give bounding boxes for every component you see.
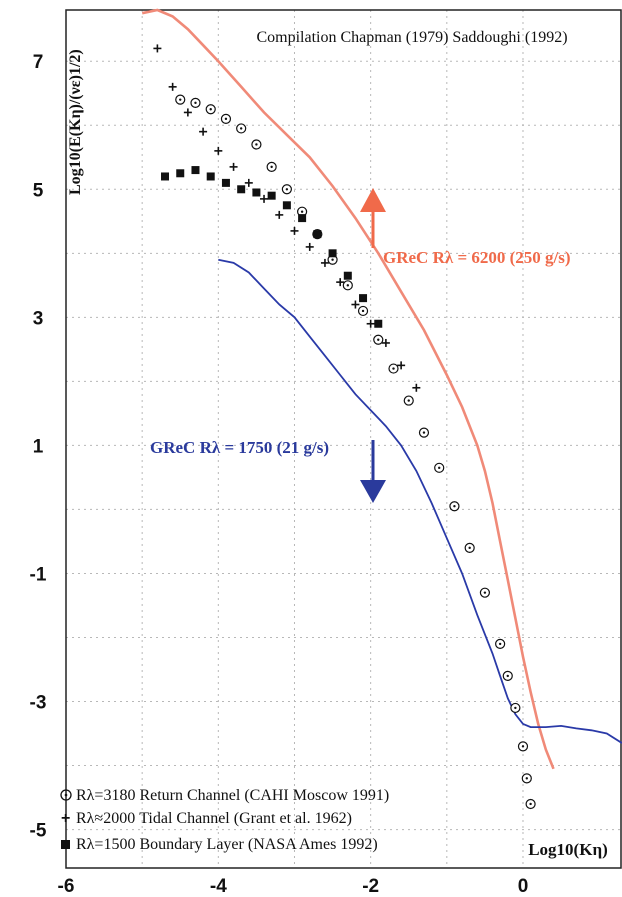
- marker-boundary-layer: [191, 166, 200, 175]
- marker-return-channel: [357, 305, 369, 317]
- x-axis-label: Log10(Kη): [528, 840, 608, 859]
- marker-return-channel: [251, 139, 262, 150]
- chart-title: Compilation Chapman (1979) Saddoughi (19…: [256, 29, 567, 46]
- marker-return-channel: [418, 427, 430, 438]
- marker-boundary-layer: [267, 191, 276, 200]
- marker-return-channel: [388, 363, 399, 374]
- marker-return-channel: [502, 670, 513, 682]
- markers-layer: [153, 44, 536, 810]
- marker-return-channel: [434, 462, 445, 473]
- marker-return-channel: [525, 798, 536, 810]
- legend-item-tidal-channel: + Rλ≈2000 Tidal Channel (Grant et al. 19…: [61, 810, 352, 827]
- legend-item-boundary-layer: Rλ=1500 Boundary Layer (NASA Ames 1992): [61, 836, 378, 853]
- marker-return-channel: [175, 94, 186, 105]
- marker-tidal-channel: [260, 194, 269, 203]
- annotation-red-text: GReC Rλ = 6200 (250 g/s): [383, 248, 571, 267]
- marker-return-channel: [266, 161, 277, 172]
- marker-return-channel: [403, 395, 414, 406]
- marker-tidal-channel: [290, 226, 299, 235]
- marker-boundary-layer: [359, 294, 368, 303]
- marker-return-channel: [464, 542, 475, 553]
- marker-tidal-channel: [275, 210, 284, 219]
- grid: [65, 10, 622, 868]
- annotation-blue-text: GReC Rλ = 1750 (21 g/s): [150, 438, 329, 457]
- marker-return-channel: [342, 280, 353, 291]
- tick-labels: -6 -4 -2 0 7 5 3 1 -1 -3 -5: [30, 52, 529, 897]
- series-layer: [141, 8, 622, 770]
- marker-boundary-layer: [374, 319, 383, 328]
- marker-return-channel: [190, 97, 201, 108]
- legend-label-tidal-channel: Rλ≈2000 Tidal Channel (Grant et al. 1962…: [76, 810, 352, 827]
- marker-return-channel: [373, 334, 384, 345]
- marker-boundary-layer: [161, 172, 170, 181]
- marker-boundary-layer: [237, 185, 246, 194]
- marker-tidal-channel: [168, 82, 177, 91]
- marker-boundary-layer: [343, 271, 352, 280]
- legend-label-return-channel: Rλ=3180 Return Channel (CAHI Moscow 1991…: [76, 787, 389, 804]
- y-axis-label: Log10(E(Kη)/(νε)1/2): [67, 49, 84, 195]
- y-tick-label: -3: [30, 693, 47, 714]
- y-tick-label: -1: [30, 564, 47, 585]
- marker-tidal-channel: [320, 258, 329, 267]
- marker-tidal-channel: [214, 146, 223, 155]
- marker-return-channel: [495, 638, 506, 649]
- marker-return-channel: [281, 184, 292, 195]
- marker-tidal-channel: [412, 383, 421, 392]
- marker-tidal-channel: [366, 319, 375, 328]
- marker-tidal-channel: [305, 242, 314, 251]
- marker-return-channel: [510, 702, 521, 714]
- marker-boundary-layer: [176, 169, 185, 178]
- series-line-grec-1750: [218, 258, 622, 744]
- marker-boundary-layer: [298, 214, 307, 223]
- y-tick-label: -5: [30, 821, 47, 842]
- marker-return-channel: [479, 587, 491, 598]
- marker-boundary-layer: [313, 230, 322, 239]
- y-tick-label: 1: [33, 436, 44, 457]
- x-tick-label: -6: [58, 876, 75, 897]
- legend: Rλ=3180 Return Channel (CAHI Moscow 1991…: [60, 787, 389, 853]
- x-tick-label: -2: [362, 876, 379, 897]
- marker-return-channel: [521, 773, 532, 784]
- svg-text:+: +: [61, 810, 70, 827]
- marker-return-channel: [517, 741, 529, 752]
- marker-boundary-layer: [206, 172, 215, 181]
- marker-return-channel: [220, 113, 232, 124]
- marker-tidal-channel: [229, 162, 238, 171]
- plot-border: [65, 9, 622, 869]
- marker-tidal-channel: [351, 300, 360, 309]
- marker-boundary-layer: [282, 201, 291, 210]
- marker-tidal-channel: [183, 108, 192, 117]
- marker-return-channel: [205, 104, 216, 115]
- marker-boundary-layer: [252, 188, 261, 197]
- y-tick-label: 3: [33, 308, 44, 329]
- plot-frame: [65, 9, 622, 869]
- legend-item-return-channel: Rλ=3180 Return Channel (CAHI Moscow 1991…: [60, 787, 389, 804]
- annotation-blue: GReC Rλ = 1750 (21 g/s): [150, 438, 386, 503]
- legend-label-boundary-layer: Rλ=1500 Boundary Layer (NASA Ames 1992): [76, 836, 378, 853]
- y-tick-label: 7: [33, 52, 44, 73]
- marker-return-channel: [236, 123, 247, 134]
- marker-tidal-channel: [397, 361, 406, 370]
- x-tick-label: -4: [210, 876, 227, 897]
- marker-boundary-layer: [328, 249, 337, 258]
- annotation-red: GReC Rλ = 6200 (250 g/s): [360, 188, 571, 267]
- marker-return-channel: [449, 501, 460, 512]
- marker-tidal-channel: [336, 278, 345, 287]
- marker-tidal-channel: [381, 338, 390, 347]
- x-tick-label: 0: [518, 876, 529, 897]
- marker-tidal-channel: [199, 127, 208, 136]
- series-line-grec-6200: [141, 8, 555, 770]
- marker-boundary-layer: [221, 178, 230, 187]
- y-tick-label: 5: [33, 180, 44, 201]
- marker-tidal-channel: [244, 178, 253, 187]
- marker-tidal-channel: [153, 44, 162, 53]
